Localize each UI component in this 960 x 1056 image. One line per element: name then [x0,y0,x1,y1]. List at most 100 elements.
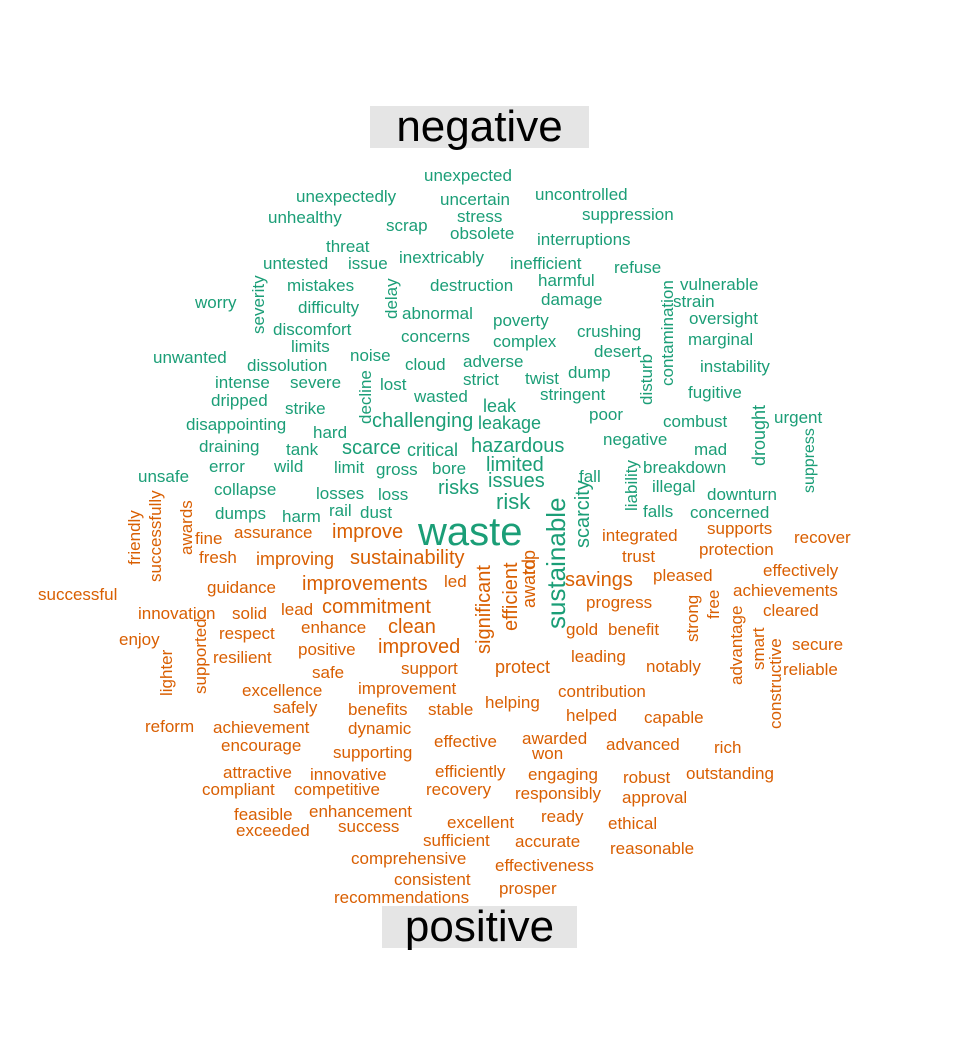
word-negative-52: limits [291,337,330,356]
word-negative-3: issues [488,470,545,492]
word-negative-54: marginal [688,330,754,349]
word-positive-2: improve [332,521,404,543]
word-negative-15: drought [749,404,769,466]
word-negative-91: loss [378,485,409,504]
word-negative-6: scarcity [572,480,594,548]
word-positive-90: excellent [447,813,515,832]
word-positive-70: advanced [606,735,680,754]
word-positive-98: prosper [499,879,557,898]
word-negative-95: rail [329,501,352,520]
word-negative-97: falls [643,502,674,521]
word-positive-96: effectiveness [495,856,594,875]
word-positive-56: contribution [558,682,646,701]
word-positive-20: fresh [199,548,237,567]
word-negative-77: disappointing [186,415,287,434]
word-positive-92: sufficient [423,831,490,850]
word-positive-38: enhance [301,618,367,637]
word-positive-28: achievements [733,581,838,600]
word-positive-84: approval [622,788,688,807]
word-negative-22: uncertain [440,190,510,209]
word-negative-58: noise [350,346,391,365]
word-positive-46: support [401,659,458,678]
word-negative-31: untested [263,254,329,273]
word-positive-24: guidance [207,578,277,597]
word-positive-65: helped [566,706,618,725]
word-positive-29: innovation [138,604,216,623]
word-negative-62: intense [215,373,270,392]
word-negative-39: destruction [430,276,514,295]
word-positive-51: lighter [157,649,176,696]
word-negative-96: dust [360,503,393,522]
word-positive-18: supports [707,519,773,538]
word-positive-61: constructive [766,638,785,729]
word-negative-34: inefficient [510,254,582,273]
word-positive-4: improved [378,636,461,658]
word-positive-57: safely [273,698,318,717]
word-negative-64: lost [380,375,407,394]
word-negative-98: concerned [690,503,770,522]
word-positive-76: efficiently [435,762,506,781]
word-positive-85: feasible [234,805,293,824]
word-positive-27: effectively [763,561,839,580]
word-negative-4: risks [438,477,480,499]
word-positive-83: responsibly [515,784,601,803]
word-positive-80: compliant [202,780,275,799]
word-positive-15: fine [195,529,223,548]
word-negative-14: negative [603,430,668,449]
word-negative-13: liability [622,459,641,511]
word-positive-88: exceeded [236,821,310,840]
word-negative-27: suppression [582,205,674,224]
word-positive-42: secure [792,635,844,654]
word-positive-14: awards [177,500,196,555]
word-negative-68: decline [356,370,375,424]
word-negative-60: adverse [463,352,524,371]
word-positive-43: positive [298,640,356,659]
word-negative-71: wasted [414,387,468,406]
word-negative-79: draining [199,437,260,456]
word-positive-11: savings [565,569,633,591]
word-positive-73: won [532,744,564,763]
word-positive-86: enhancement [309,802,413,821]
word-positive-71: rich [714,738,742,757]
word-positive-32: progress [586,593,653,612]
word-negative-90: losses [316,484,365,503]
word-positive-99: recommendations [334,888,470,907]
word-positive-10: top [519,549,539,575]
word-negative-86: gross [376,460,418,479]
word-positive-95: reasonable [610,839,695,858]
word-negative-29: threat [326,237,370,256]
word-positive-93: accurate [515,832,581,851]
word-positive-0: sustainability [350,547,465,569]
word-positive-3: commitment [322,596,431,618]
word-negative-66: twist [525,369,559,388]
word-negative-47: poverty [493,311,549,330]
word-negative-55: desert [594,342,642,361]
word-positive-37: respect [219,624,275,643]
word-negative-19: breakdown [643,458,727,477]
word-negative-33: inextricably [399,248,485,267]
word-positive-74: attractive [223,763,292,782]
word-positive-21: trust [622,547,656,566]
word-negative-89: collapse [214,480,277,499]
word-negative-35: refuse [614,258,662,277]
word-positive-79: outstanding [686,764,774,783]
word-positive-36: enjoy [119,630,160,649]
word-negative-30: interruptions [537,230,631,249]
word-positive-62: reform [145,717,195,736]
word-negative-87: bore [432,459,467,478]
word-negative-20: unexpected [424,166,512,185]
word-positive-22: protection [699,540,774,559]
word-negative-44: difficulty [298,298,360,317]
word-negative-84: wild [274,457,304,476]
word-negative-49: discomfort [273,320,352,339]
word-negative-93: dumps [215,504,267,523]
word-positive-5: improving [256,549,335,569]
word-positive-19: recover [794,528,851,547]
word-positive-23: successful [38,585,118,604]
word-negative-38: mistakes [287,276,355,295]
word-negative-9: critical [407,440,459,460]
word-positive-58: benefits [348,700,408,719]
word-negative-70: dripped [211,391,268,410]
word-positive-75: innovative [310,765,387,784]
word-negative-2: risk [496,489,531,514]
